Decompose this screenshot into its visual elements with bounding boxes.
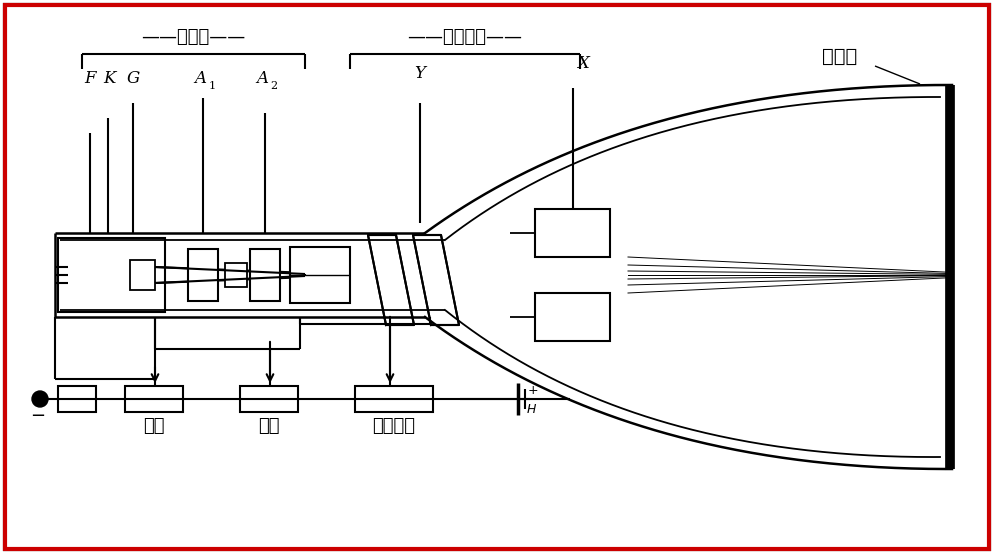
- Bar: [535, 209, 610, 257]
- Polygon shape: [368, 235, 414, 325]
- Ellipse shape: [73, 265, 87, 285]
- Ellipse shape: [89, 265, 103, 285]
- Text: H: H: [527, 403, 537, 416]
- Text: F: F: [84, 70, 95, 87]
- Bar: [58, 386, 96, 412]
- Text: Y: Y: [414, 65, 425, 82]
- Bar: [535, 293, 610, 341]
- Text: ——电子枪——: ——电子枪——: [141, 28, 246, 46]
- Bar: [58, 238, 165, 312]
- Bar: [290, 247, 350, 303]
- Bar: [125, 386, 183, 412]
- Text: A: A: [194, 70, 206, 87]
- Text: G: G: [126, 70, 139, 87]
- Polygon shape: [413, 235, 459, 325]
- Bar: [240, 386, 298, 412]
- Text: A: A: [256, 70, 268, 87]
- Bar: [130, 260, 155, 290]
- Text: ——偏转系统——: ——偏转系统——: [408, 28, 523, 46]
- Bar: [188, 249, 218, 301]
- Text: −: −: [31, 407, 46, 425]
- Text: K: K: [102, 70, 115, 87]
- Text: 荧光屏: 荧光屏: [822, 47, 858, 66]
- Bar: [355, 386, 433, 412]
- Bar: [225, 263, 247, 287]
- Text: 1: 1: [209, 81, 216, 91]
- Circle shape: [32, 391, 48, 407]
- Ellipse shape: [105, 265, 119, 285]
- Text: 聚焦: 聚焦: [258, 417, 279, 435]
- Text: +: +: [528, 384, 539, 397]
- Text: 轴助聚焦: 轴助聚焦: [373, 417, 415, 435]
- Text: 2: 2: [270, 81, 277, 91]
- Text: X: X: [578, 55, 588, 72]
- Bar: [250, 249, 280, 301]
- Text: 亮度: 亮度: [143, 417, 165, 435]
